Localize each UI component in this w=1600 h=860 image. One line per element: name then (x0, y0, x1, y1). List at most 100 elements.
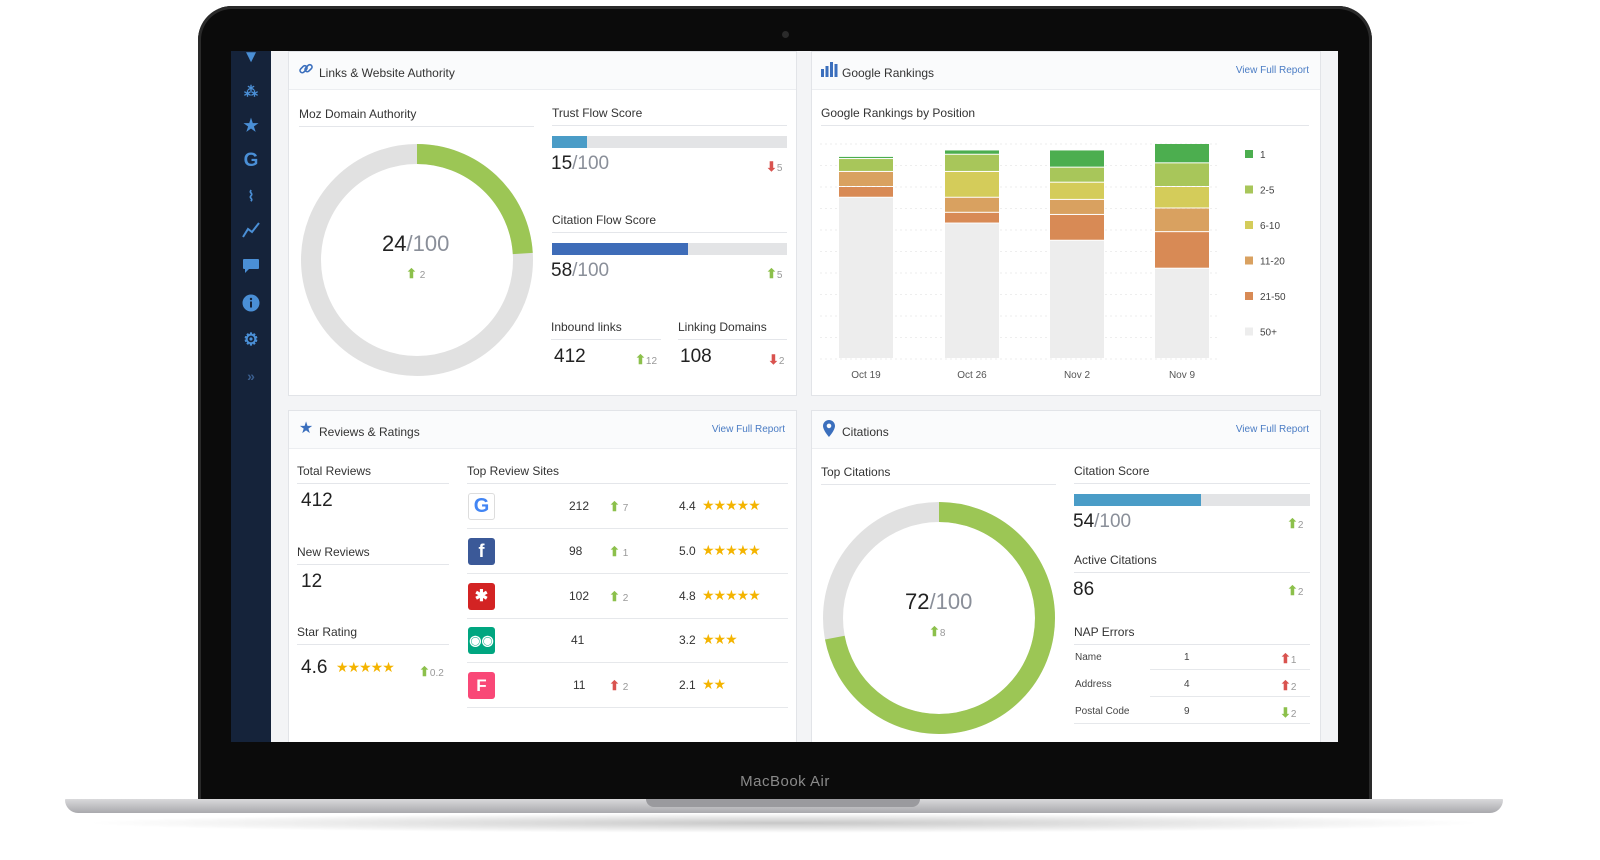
row-divider (1074, 723, 1310, 724)
yelp-rating: 4.8 (679, 589, 696, 603)
star-rating-stars: ★★★★★ (336, 659, 395, 675)
citations-donut-value: 72 (905, 589, 930, 614)
row-divider (1150, 669, 1310, 670)
facebook-logo-icon: f (468, 538, 495, 565)
dashboard-screen: ▼ ⁂ ★ G ⌇ ⚙ » Links & Website Authority … (231, 51, 1338, 742)
bar-segment-6-10 (945, 171, 999, 197)
bar-segment-11-20 (1050, 199, 1104, 214)
linking-domains-change-value: 2 (778, 356, 785, 367)
arrow-up-icon: ⬆ (419, 664, 430, 679)
x-tick-label: Nov 9 (1169, 370, 1196, 381)
arrow-up-icon: ⬆ (1287, 583, 1298, 598)
info-icon[interactable] (231, 294, 271, 317)
nap-address-label: Address (1075, 679, 1112, 690)
chat-icon[interactable] (231, 258, 271, 279)
map-pin-icon[interactable]: ▼ (242, 51, 260, 66)
bar-segment-50+ (1155, 268, 1209, 358)
facebook-review-change: ⬆ 1 (609, 544, 628, 560)
bar-segment-50+ (945, 223, 999, 358)
inbound-links-label: Inbound links (551, 320, 661, 340)
linking-domains-change: ⬇2 (768, 352, 784, 368)
moz-score: 24/100 (382, 231, 449, 257)
moz-change: ⬆ 2 (406, 266, 425, 282)
facebook-review-change-value: 1 (622, 548, 629, 559)
legend-label: 11-20 (1260, 257, 1285, 268)
citation-score-bar-fill (1074, 494, 1202, 506)
links-panel-title: Links & Website Authority (319, 66, 455, 80)
expand-icon[interactable]: » (247, 368, 255, 384)
bar-segment-6-10 (1050, 182, 1104, 199)
arrow-up-icon: ⬆ (766, 266, 777, 281)
citations-donut-change: ⬆8 (929, 624, 945, 640)
citation-flow-denominator: /100 (572, 260, 610, 281)
camera (782, 31, 789, 38)
foursquare-rating-stars: ★★ (702, 676, 726, 692)
bar-segment-11-20 (839, 171, 893, 186)
facebook-rating-stars: ★★★★★ (702, 542, 761, 558)
trust-flow-change: ⬇5 (766, 159, 782, 175)
active-citations-label: Active Citations (1074, 553, 1310, 573)
trust-flow-value: 15 (551, 153, 573, 174)
citations-donut (823, 502, 1055, 734)
row-divider (1150, 696, 1310, 697)
arrow-up-icon: ⬆ (1287, 516, 1298, 531)
trust-flow-change-value: 5 (776, 163, 783, 174)
nap-postal-code-value: 9 (1184, 706, 1190, 717)
total-reviews-label: Total Reviews (297, 464, 449, 484)
citation-flow-change-value: 5 (776, 270, 783, 281)
activity-icon[interactable]: ⌇ (247, 188, 255, 204)
citation-score-change: ⬆2 (1287, 516, 1303, 532)
laptop-base-notch (646, 799, 920, 807)
network-icon[interactable]: ⁂ (244, 83, 258, 99)
arrow-down-icon: ⬇ (766, 159, 777, 174)
citation-flow-value: 58 (551, 260, 573, 281)
legend-swatch (1245, 150, 1253, 158)
tripadvisor-review-count: 41 (571, 633, 585, 647)
rankings-view-full-report-link[interactable]: View Full Report (1235, 65, 1309, 76)
rankings-chart: Oct 19 Oct 26 Nov 2 Nov 9 1 2-5 6-10 11-20 21-50… (820, 143, 1286, 381)
tripadvisor-logo-icon: ◉◉ (468, 627, 495, 654)
active-citations-change-value: 2 (1297, 587, 1304, 598)
reviews-panel: ★ Reviews & Ratings View Full Report Tot… (288, 410, 797, 742)
trend-icon[interactable] (231, 221, 271, 244)
google-icon[interactable]: G (243, 150, 259, 171)
active-citations-value: 86 (1073, 579, 1095, 600)
bar-segment-50+ (839, 197, 893, 358)
foursquare-rating: 2.1 (679, 678, 696, 692)
reviews-view-full-report-link[interactable]: View Full Report (711, 424, 785, 435)
x-tick-label: Oct 26 (957, 370, 987, 381)
legend-swatch (1245, 327, 1253, 336)
laptop-shadow (80, 813, 1488, 833)
citation-score-change-value: 2 (1297, 520, 1304, 531)
map-pin-icon (820, 420, 838, 438)
citations-panel-header: Citations View Full Report (812, 411, 1320, 449)
bar-segment-21-50 (945, 212, 999, 223)
bar-segment-1 (839, 156, 893, 159)
citations-view-full-report-link[interactable]: View Full Report (1235, 424, 1309, 435)
bar-segment-50+ (1050, 240, 1104, 358)
arrow-up-icon: ⬆ (406, 266, 417, 281)
row-divider (467, 573, 788, 574)
legend-swatch (1245, 292, 1253, 300)
row-divider (467, 618, 788, 619)
rankings-panel-header: Google Rankings View Full Report (812, 52, 1320, 90)
gear-icon[interactable]: ⚙ (243, 330, 259, 349)
citations-donut-arc (823, 502, 1055, 734)
laptop-brand-label: MacBook Air (740, 773, 830, 790)
bar-segment-6-10 (1155, 187, 1209, 208)
active-citations-change: ⬆2 (1287, 583, 1303, 599)
legend-label: 2-5 (1260, 186, 1275, 197)
tripadvisor-rating: 3.2 (679, 633, 696, 647)
legend-label: 6-10 (1260, 221, 1280, 232)
citation-score: 54/100 (1073, 511, 1131, 533)
citations-panel: Citations View Full Report Top Citations… (811, 410, 1321, 742)
star-icon[interactable]: ★ (243, 116, 259, 135)
citation-flow-change: ⬆5 (766, 266, 782, 282)
arrow-up-icon: ⬆ (1280, 678, 1291, 693)
bar-segment-21-50 (1155, 232, 1209, 268)
nap-address-change: ⬆2 (1280, 678, 1296, 694)
inbound-links-change-value: 12 (645, 356, 658, 367)
bar-segment-2-5 (839, 159, 893, 171)
foursquare-logo-icon: F (468, 672, 495, 699)
legend-swatch (1245, 185, 1253, 194)
